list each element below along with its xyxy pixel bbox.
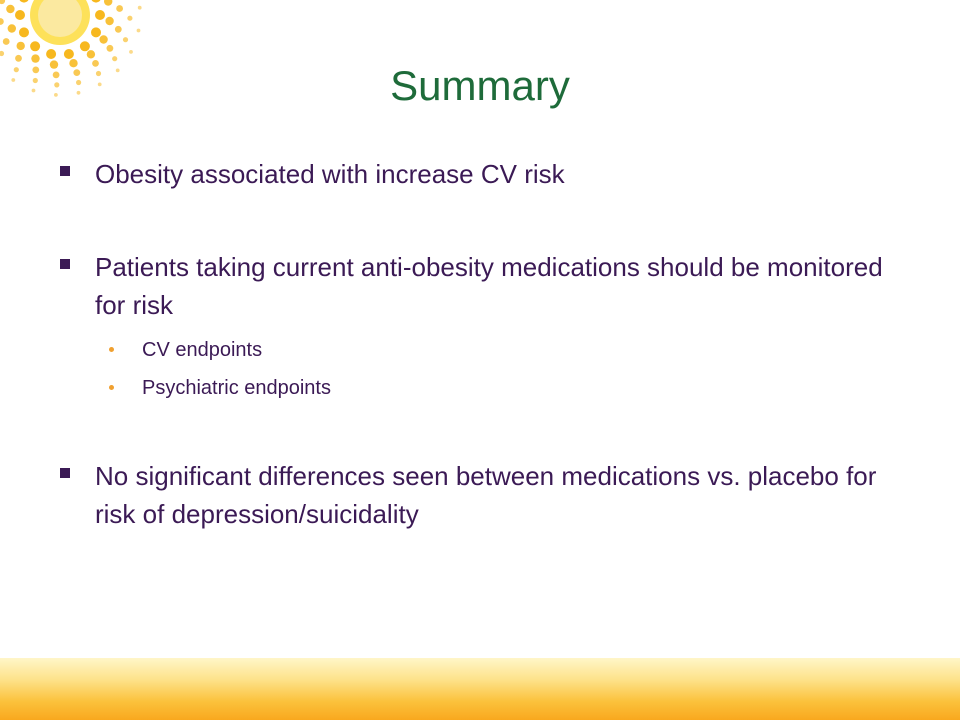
bullet-item: No significant differences seen between … xyxy=(58,457,918,533)
bullet-text: No significant differences seen between … xyxy=(95,461,877,529)
sun-logo-icon xyxy=(0,0,142,97)
sun-ray-dot xyxy=(115,68,120,73)
sun-ray-dot xyxy=(79,41,90,52)
sun-ray-dot xyxy=(30,41,41,52)
sun-ray-dot xyxy=(13,67,19,73)
sub-bullet-text: CV endpoints xyxy=(142,339,263,361)
dot-bullet-icon xyxy=(109,347,114,352)
sun-ray-dot xyxy=(15,54,22,62)
sub-bullet-item: CV endpoints xyxy=(95,336,918,364)
bullet-item: Patients taking current anti-obesity med… xyxy=(58,248,918,402)
sun-ray-dot xyxy=(54,93,58,97)
sun-ray-dot xyxy=(11,78,16,82)
sun-ray-dot xyxy=(52,71,60,79)
sun-ray-dot xyxy=(104,0,113,6)
sun-ray-dot xyxy=(49,60,59,69)
sun-ray-dot xyxy=(0,0,6,5)
sun-ray-dot xyxy=(114,25,122,33)
sun-ray-dot xyxy=(127,15,133,21)
sun-ray-dot xyxy=(76,79,82,86)
square-bullet-icon xyxy=(60,259,70,269)
sun-ray-dot xyxy=(129,50,133,54)
sun-ray-dot xyxy=(0,50,5,57)
sun-ray-dot xyxy=(2,38,10,45)
sun-ray-dot xyxy=(63,49,74,59)
sub-bullet-item: Psychiatric endpoints xyxy=(95,374,918,402)
slide-title: Summary xyxy=(390,62,570,109)
bullet-list: Obesity associated with increase CV risk… xyxy=(58,155,918,533)
sub-bullet-list: CV endpoints Psychiatric endpoints xyxy=(95,336,918,402)
sun-ray-dot xyxy=(32,66,40,74)
bullet-item: Obesity associated with increase CV risk xyxy=(58,155,918,193)
sun-ray-dot xyxy=(86,50,96,59)
sun-ray-dot xyxy=(54,82,60,88)
sub-bullet-text: Psychiatric endpoints xyxy=(142,377,331,399)
sun-ray-dot xyxy=(69,59,78,68)
sun-ray-dot xyxy=(92,60,99,67)
sun-ray-dot xyxy=(31,88,36,93)
square-bullet-icon xyxy=(60,166,70,176)
sun-ray-dot xyxy=(91,0,101,3)
sun-ray-dot xyxy=(7,24,16,33)
dot-bullet-icon xyxy=(109,385,114,390)
sun-ray-dot xyxy=(16,41,25,51)
sun-ray-dot xyxy=(106,44,114,52)
sun-ray-dot xyxy=(31,54,40,63)
sun-ray-dot xyxy=(46,49,57,59)
sun-ray-dot xyxy=(95,10,105,20)
sun-ray-dot xyxy=(105,16,114,26)
sun-ray-dot xyxy=(19,0,29,3)
sun-ray-dot xyxy=(136,28,141,33)
sun-ray-dot xyxy=(32,77,38,84)
sun-ray-dot xyxy=(122,37,129,43)
bottom-gradient-band xyxy=(0,658,960,720)
sun-ray-dot xyxy=(76,90,81,95)
sun-ray-dot xyxy=(97,82,102,87)
sun-ray-dot xyxy=(116,5,123,12)
sun-ray-dot xyxy=(95,70,102,77)
sun-ray-dot xyxy=(73,69,81,76)
sun-ray-dot xyxy=(112,56,118,62)
sun-ray-dot xyxy=(99,35,108,44)
sun-ray-dot xyxy=(15,10,25,20)
sun-ray-dot xyxy=(137,5,142,10)
sun-ray-dot xyxy=(6,4,15,14)
sun-ray-dot xyxy=(91,27,101,38)
bullet-text: Obesity associated with increase CV risk xyxy=(95,159,565,189)
square-bullet-icon xyxy=(60,468,70,478)
bullet-text: Patients taking current anti-obesity med… xyxy=(95,252,883,320)
sun-ray-dot xyxy=(0,18,4,25)
sun-ray-dot xyxy=(19,27,29,38)
